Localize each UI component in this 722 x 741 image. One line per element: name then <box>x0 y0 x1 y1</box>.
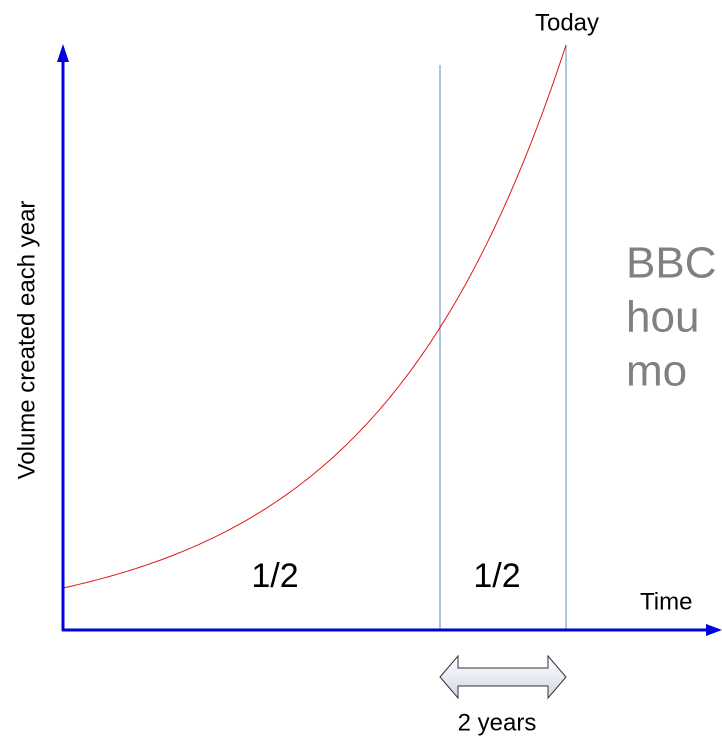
span-arrow <box>439 654 567 700</box>
half-label: 1/2 <box>473 557 520 595</box>
today-label: Today <box>535 9 599 36</box>
x-axis-arrow <box>706 624 722 636</box>
growth-curve <box>62 44 567 589</box>
y-axis-label: Volume created each year <box>13 201 40 480</box>
span-label: 2 years <box>458 709 537 736</box>
side-text: mo <box>626 347 687 396</box>
side-text: BBC <box>626 239 716 288</box>
half-label: 1/2 <box>251 557 298 595</box>
side-text: hou <box>626 293 699 342</box>
y-axis-arrow <box>57 44 69 62</box>
x-axis-label: Time <box>640 588 692 615</box>
